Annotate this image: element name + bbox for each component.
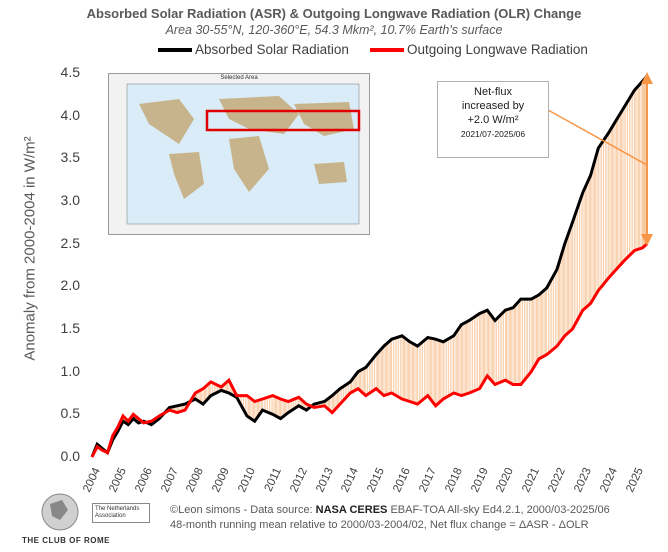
legend-label-olr: Outgoing Longwave Radiation [407,42,588,57]
footer-line-1: ©Leon simons - Data source: NASA CERES E… [170,504,610,516]
legend-item-olr: Outgoing Longwave Radiation [370,42,588,57]
callout-connector [547,109,648,166]
world-map [126,83,361,225]
logo-text: THE CLUB OF ROME [22,536,110,545]
arrow-head-bottom [641,234,653,246]
series-line-asr [90,74,649,458]
y-tick-label: 2.5 [60,234,80,251]
y-tick-label: 4.0 [60,106,80,123]
inset-map: Selected Area [108,73,370,235]
y-tick-label: 0.0 [60,448,80,464]
y-tick-label: 1.0 [60,362,80,379]
chart-title: Absorbed Solar Radiation (ASR) & Outgoin… [86,6,582,21]
y-tick-label: 1.5 [60,320,80,336]
callout-line-1: Net-flux [474,86,512,98]
arrow-head-top [641,72,653,84]
callout-line-3: +2.0 W/m² [467,114,519,126]
callout-line-4: 2021/07-2025/06 [460,129,526,139]
inset-title: Selected Area [220,75,258,81]
callout-line-2: increased by [461,100,525,112]
club-of-rome-logo [41,493,79,531]
selected-area-box [205,109,361,132]
y-tick-label: 4.5 [60,64,80,80]
chart-subtitle: Area 30-55°N, 120-360°E, 54.3 Mkm², 10.7… [165,23,503,37]
series-line-olr [90,242,649,458]
legend-label-asr: Absorbed Solar Radiation [195,42,349,57]
footer-line-2: 48-month running mean relative to 2000/0… [170,519,589,531]
footer: ©Leon simons - Data source: NASA CERES E… [170,503,610,533]
y-tick-label: 3.5 [60,149,80,166]
y-tick-label: 0.5 [60,405,80,422]
y-tick-label: 3.0 [60,192,80,208]
legend-swatch-asr [158,47,192,52]
legend-item-asr: Absorbed Solar Radiation [158,42,349,57]
logo-association: The Netherlands Association [92,503,150,523]
net-flux-callout: Net-flux increased by +2.0 W/m² 2021/07-… [437,81,549,158]
legend-swatch-olr [370,47,404,52]
y-tick-label: 2.0 [60,277,80,294]
